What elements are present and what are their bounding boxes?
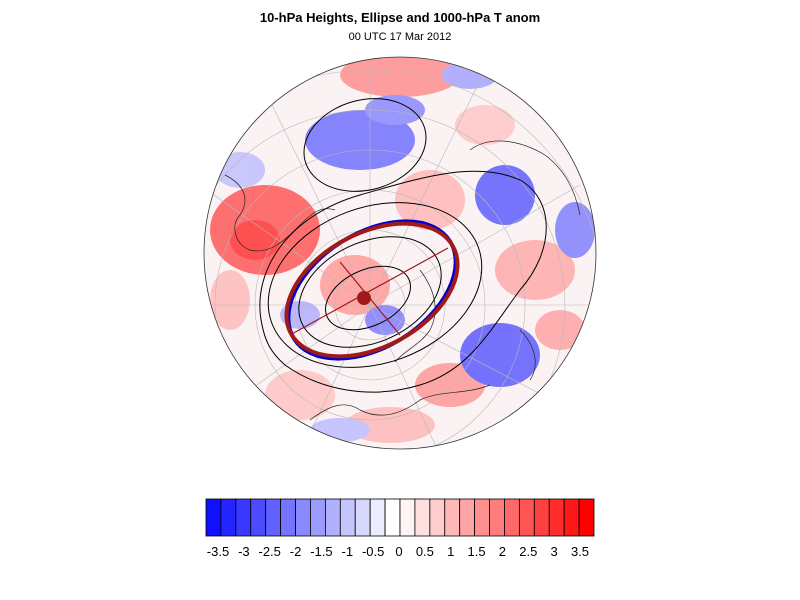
colorbar-swatch: [310, 498, 326, 537]
colorbar-swatch: [265, 498, 282, 537]
colorbar-swatch: [429, 498, 446, 537]
cold-anomaly-north: [305, 110, 415, 170]
height-contours: [259, 98, 547, 393]
colorbar-swatch: [384, 498, 401, 537]
colorbar-tick-label: 2: [499, 544, 506, 559]
fitted-vortex-ellipse: [284, 221, 460, 359]
colorbar-swatch: [489, 498, 505, 537]
colorbar-swatch: [414, 498, 431, 537]
colorbar-swatch: [205, 498, 222, 537]
colorbar-swatch: [444, 498, 461, 537]
colorbar-tick-label: 0.5: [416, 544, 434, 559]
colorbar-swatch: [339, 498, 356, 537]
colorbar-swatch: [548, 498, 565, 537]
colorbar-tick-label: 0: [395, 544, 402, 559]
globe-outline: [203, 56, 597, 450]
colorbar-swatch: [354, 498, 371, 537]
colorbar-swatch: [295, 498, 311, 537]
colorbar-swatch: [235, 498, 252, 537]
colorbar-tick-label: 3.5: [571, 544, 589, 559]
colorbar-swatch: [504, 498, 520, 537]
figure-subtitle: 00 UTC 17 Mar 2012: [348, 31, 452, 43]
colorbar-swatch: [518, 498, 535, 537]
colorbar-swatch: [250, 498, 267, 537]
colorbar-tick-label: 1.5: [468, 544, 486, 559]
colorbar-tick-label: -2: [290, 544, 302, 559]
colorbar-swatch: [399, 498, 416, 537]
colorbar-tick-label: -3.5: [207, 544, 229, 559]
colorbar-swatch: [563, 498, 580, 537]
colorbar-swatch: [220, 498, 237, 537]
coastlines: [224, 140, 581, 421]
colorbar-tick-label: -2.5: [259, 544, 281, 559]
colorbar-tick-label: 3: [551, 544, 558, 559]
temperature-anomaly-field: [204, 57, 596, 449]
colorbar-tick-label: 2.5: [519, 544, 537, 559]
ellipse-major-axis: [289, 247, 449, 336]
colorbar-swatch: [533, 498, 550, 537]
colorbar-swatch: [369, 498, 386, 537]
colorbar-tick-label: 1: [447, 544, 454, 559]
colorbar-swatch: [459, 498, 476, 537]
colorbar-swatch: [280, 498, 296, 537]
colorbar-tick-label: -3: [238, 544, 250, 559]
colorbar-tick-label: -1: [342, 544, 354, 559]
vortex-centroid-marker: [357, 291, 371, 305]
figure-title: 10-hPa Heights, Ellipse and 1000-hPa T a…: [259, 10, 541, 25]
colorbar-swatch: [474, 498, 490, 537]
colorbar-tick-label: -1.5: [310, 544, 332, 559]
colorbar-tick-label: -0.5: [362, 544, 384, 559]
colorbar-swatch: [324, 498, 341, 537]
colorbar-swatch: [578, 498, 595, 537]
